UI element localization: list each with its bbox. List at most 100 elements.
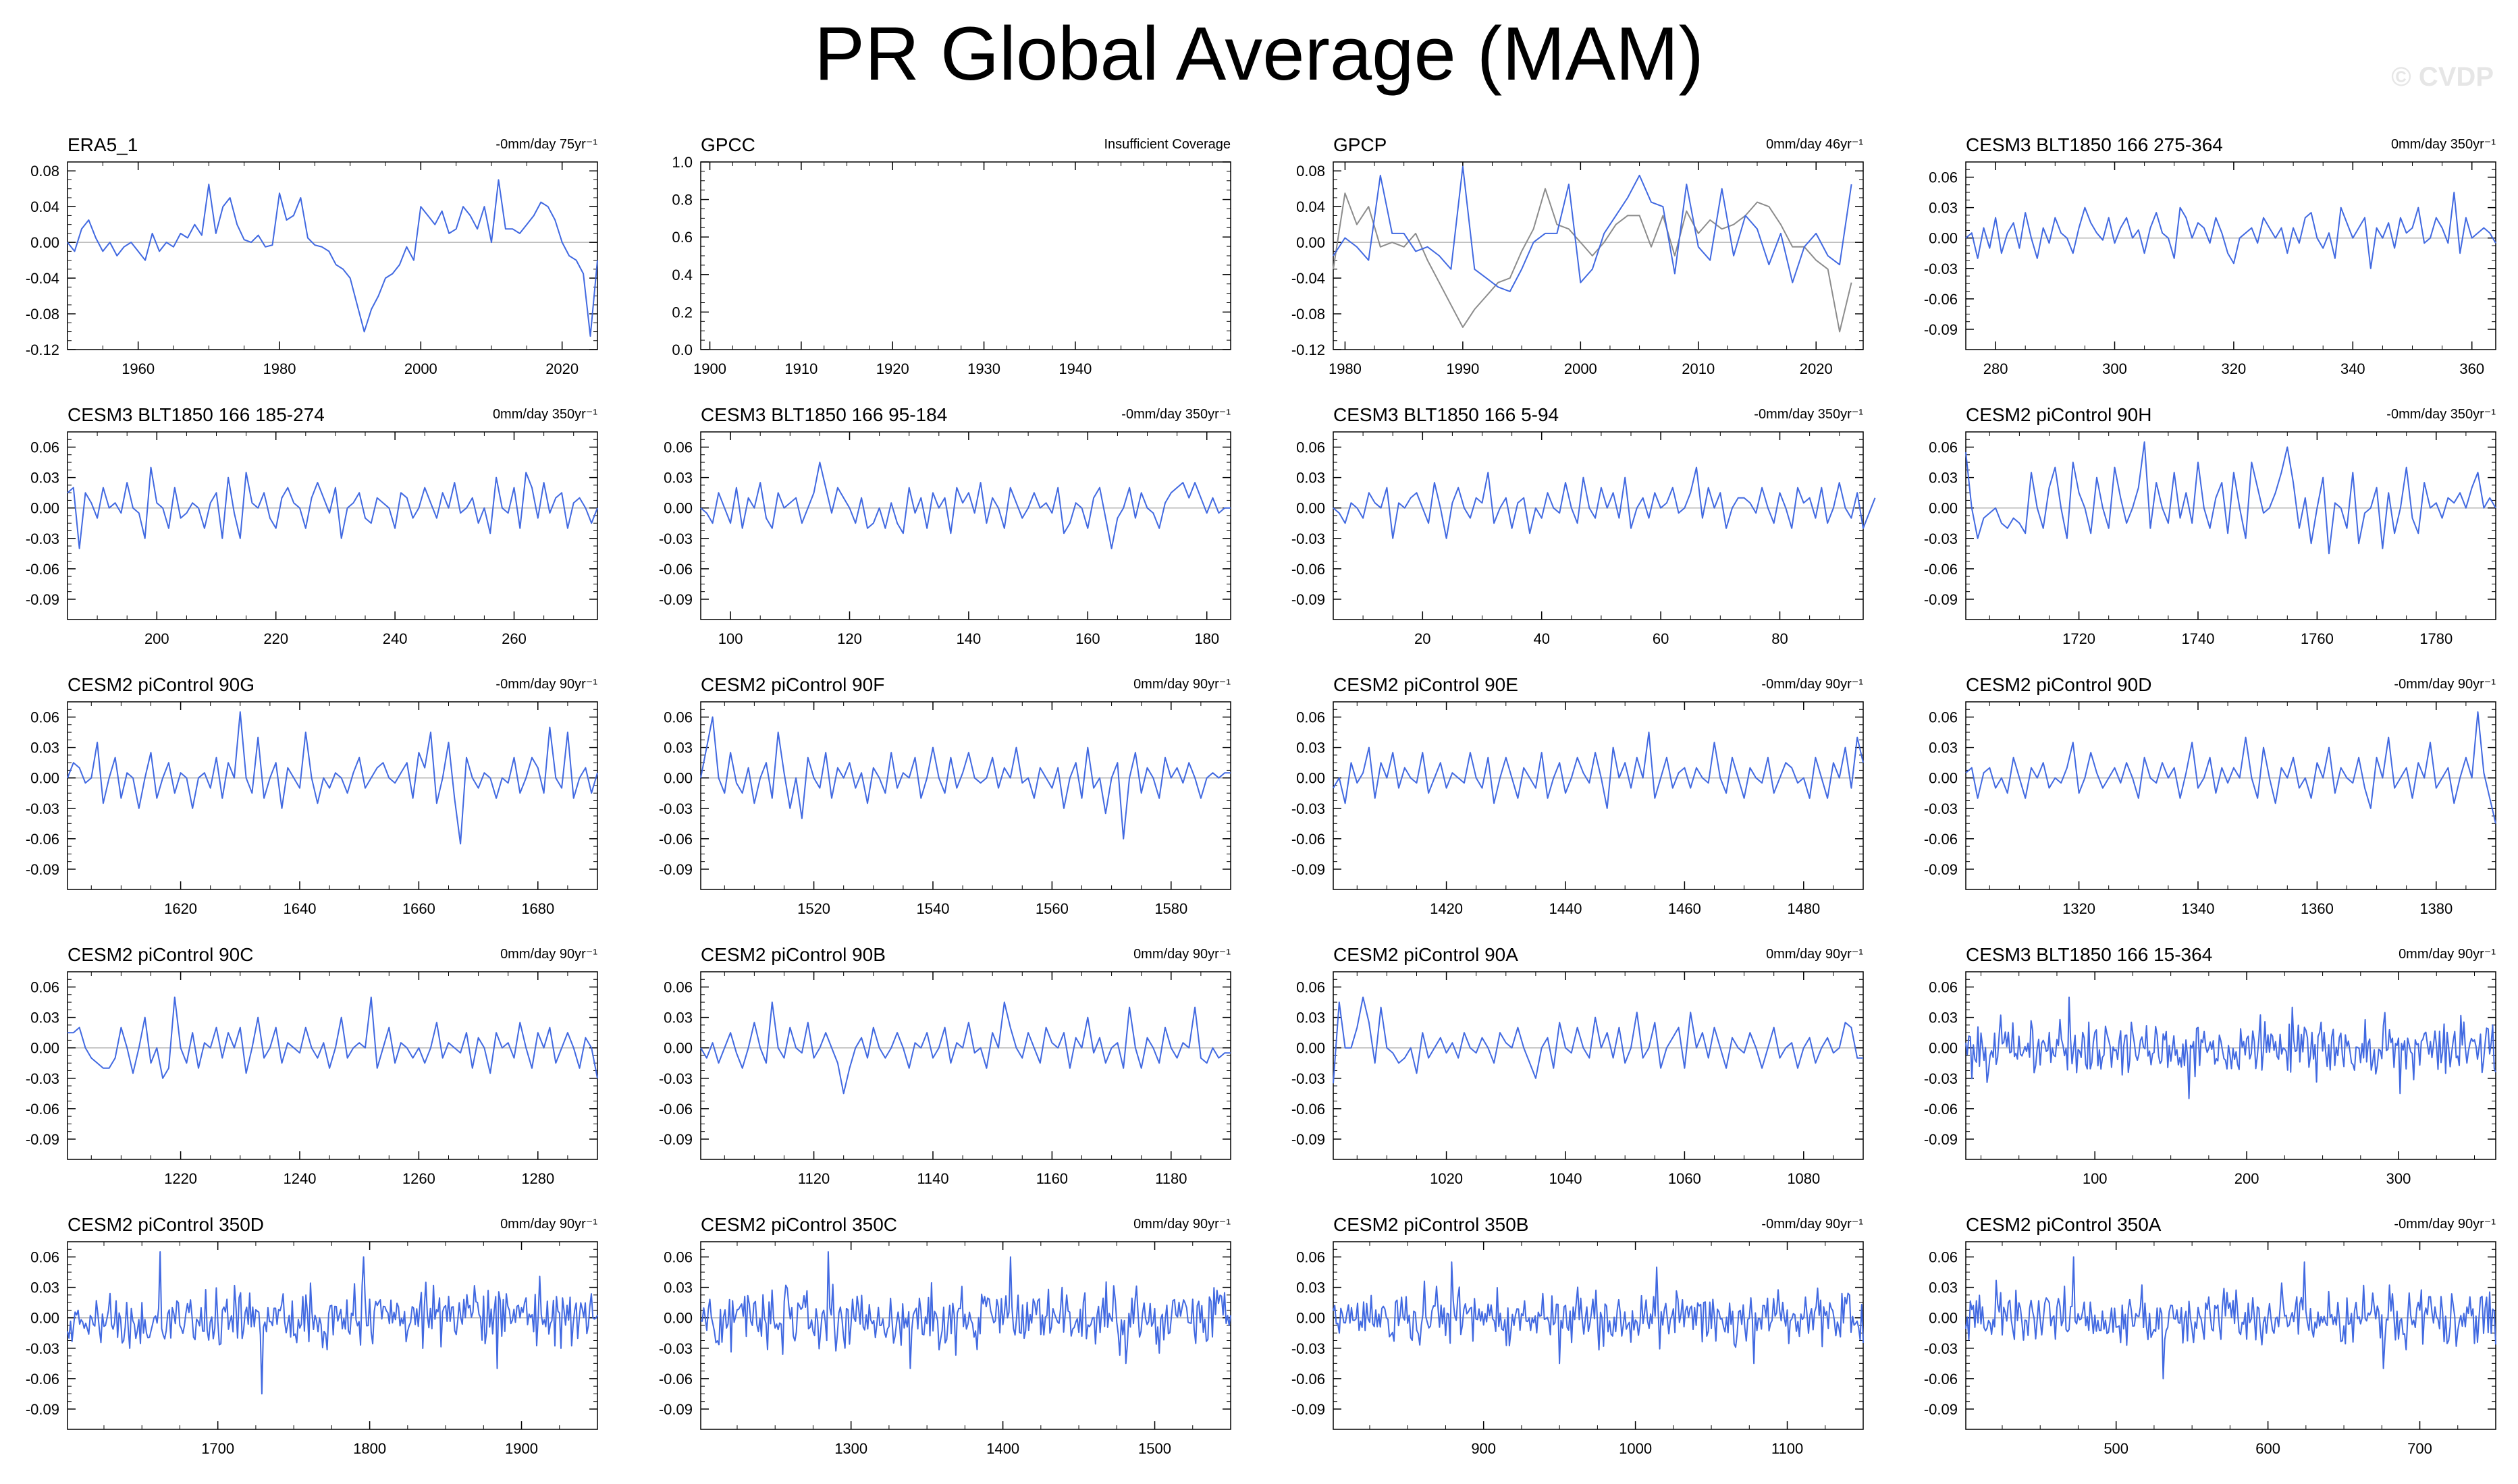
panel-frame: [1333, 431, 1864, 620]
panel-title: CESM2 piControl 90F: [701, 674, 884, 695]
x-tick-label: 1920: [876, 360, 909, 377]
x-tick-label: 60: [1653, 630, 1669, 647]
panel-title: CESM2 piControl 90E: [1333, 674, 1518, 695]
chart-panel-18: CESM2 piControl 350B -0mm/day 90yr⁻¹ 0.06 0…: [1291, 1214, 1864, 1457]
y-tick-label: 0.06: [664, 1249, 693, 1266]
panel-frame: [1965, 971, 2496, 1160]
x-tick-label: 1640: [284, 900, 317, 917]
panel-annotation: -0mm/day 75yr⁻¹: [495, 137, 597, 152]
y-tick-label: 0.06: [30, 1249, 59, 1266]
y-tick-label: -0.06: [1924, 561, 1958, 578]
chart-panel-10: CESM2 piControl 90E -0mm/day 90yr⁻¹ 0.06 0.…: [1291, 674, 1864, 917]
y-tick-label: 0.03: [30, 1280, 59, 1296]
series-line: [700, 716, 1231, 840]
series-line: [67, 711, 598, 845]
x-tick-label: 1160: [1036, 1170, 1068, 1187]
y-tick-label: 0.06: [1296, 709, 1325, 726]
y-tick-label: -0.09: [1924, 861, 1958, 878]
panel-annotation: -0mm/day 90yr⁻¹: [1761, 1217, 1863, 1232]
y-tick-label: -0.03: [1291, 800, 1325, 817]
y-tick-label: -0.06: [1924, 1101, 1958, 1118]
x-tick-label: 1800: [353, 1440, 386, 1457]
series-line: [1965, 1256, 2496, 1379]
x-tick-label: 120: [837, 630, 862, 647]
y-tick-label: 0.00: [664, 1040, 693, 1057]
y-tick-label: 0.00: [664, 500, 693, 517]
y-tick-label: 0.06: [1929, 1249, 1958, 1266]
y-tick-label: 0.00: [664, 770, 693, 787]
y-tick-label: -0.03: [659, 1340, 693, 1357]
x-tick-label: 1180: [1155, 1170, 1187, 1187]
x-tick-label: 1990: [1446, 360, 1479, 377]
x-tick-label: 1900: [505, 1440, 538, 1457]
y-tick-label: 0.00: [664, 1310, 693, 1327]
panel-annotation: 0mm/day 90yr⁻¹: [1133, 1217, 1231, 1232]
y-tick-label: 0.00: [1296, 1310, 1325, 1327]
series-line: [1333, 996, 1863, 1084]
series-line: [1965, 711, 2496, 824]
y-tick-label: -0.09: [26, 861, 59, 878]
chart-panel-7: CESM2 piControl 90H -0mm/day 350yr⁻¹ 0.06 0…: [1924, 404, 2496, 647]
panel-annotation: -0mm/day 90yr⁻¹: [2394, 1217, 2496, 1232]
panel-title: CESM3 BLT1850 166 275-364: [1966, 134, 2223, 155]
x-tick-label: 700: [2407, 1440, 2432, 1457]
x-tick-label: 1500: [1138, 1440, 1171, 1457]
x-tick-label: 180: [1194, 630, 1219, 647]
x-tick-label: 1680: [521, 900, 554, 917]
y-tick-label: 0.06: [664, 709, 693, 726]
x-tick-label: 320: [2222, 360, 2247, 377]
y-tick-label: 0.2: [672, 304, 693, 321]
y-tick-label: -0.03: [659, 530, 693, 547]
x-tick-label: 2020: [1800, 360, 1833, 377]
panel-title: CESM2 piControl 90B: [701, 944, 886, 965]
x-tick-label: 240: [383, 630, 408, 647]
panel-frame: [700, 161, 1231, 350]
panel-frame: [1333, 701, 1864, 890]
panel-frame: [700, 431, 1231, 620]
series-line: [1333, 1261, 1864, 1365]
panel-title: CESM3 BLT1850 166 5-94: [1333, 404, 1559, 425]
panel-frame: [67, 701, 598, 890]
x-tick-label: 1560: [1036, 900, 1069, 917]
series-line: [1333, 466, 1876, 539]
panel-annotation: Insufficient Coverage: [1104, 137, 1231, 152]
x-tick-label: 280: [1983, 360, 2008, 377]
x-tick-label: 1260: [402, 1170, 435, 1187]
y-tick-label: -0.09: [1924, 321, 1958, 338]
y-tick-label: 0.06: [664, 439, 693, 456]
panel-title: GPCP: [1333, 134, 1387, 155]
series-line: [1333, 165, 1852, 292]
x-tick-label: 500: [2104, 1440, 2128, 1457]
y-tick-label: -0.03: [26, 800, 59, 817]
x-tick-label: 340: [2340, 360, 2365, 377]
y-tick-label: 0.03: [1929, 470, 1958, 487]
x-tick-label: 1540: [917, 900, 950, 917]
y-tick-label: 0.03: [664, 1280, 693, 1296]
y-tick-label: 0.00: [1296, 500, 1325, 517]
y-tick-label: 0.00: [30, 1310, 59, 1327]
panel-annotation: 0mm/day 90yr⁻¹: [500, 947, 597, 962]
chart-panel-0: ERA5_1 -0mm/day 75yr⁻¹ 0.08 0.04 0.00 -0.04 -0…: [26, 134, 598, 377]
x-tick-label: 1100: [1771, 1440, 1803, 1457]
y-tick-label: -0.06: [659, 1371, 693, 1387]
y-tick-label: -0.03: [1924, 1070, 1958, 1087]
series-line: [67, 1251, 598, 1395]
x-tick-label: 200: [2234, 1170, 2259, 1187]
y-tick-label: -0.03: [1291, 1070, 1325, 1087]
x-tick-label: 1940: [1059, 360, 1092, 377]
chart-panel-15: CESM3 BLT1850 166 15-364 0mm/day 90yr⁻¹ 0.…: [1924, 944, 2496, 1187]
y-tick-label: -0.09: [659, 1131, 693, 1148]
panel-title: ERA5_1: [68, 134, 138, 155]
y-tick-label: -0.03: [26, 1340, 59, 1357]
x-tick-label: 2000: [404, 360, 437, 377]
y-tick-label: 0.00: [1929, 500, 1958, 517]
chart-panel-14: CESM2 piControl 90A 0mm/day 90yr⁻¹ 0.06 0.0…: [1291, 944, 1864, 1187]
y-tick-label: 0.0: [672, 341, 693, 358]
y-tick-label: 0.03: [1929, 1010, 1958, 1026]
y-tick-label: 0.06: [1929, 439, 1958, 456]
panel-annotation: 0mm/day 350yr⁻¹: [2391, 137, 2496, 152]
x-tick-label: 80: [1771, 630, 1788, 647]
panel-annotation: 0mm/day 90yr⁻¹: [1766, 947, 1863, 962]
panel-title: CESM3 BLT1850 166 185-274: [68, 404, 325, 425]
